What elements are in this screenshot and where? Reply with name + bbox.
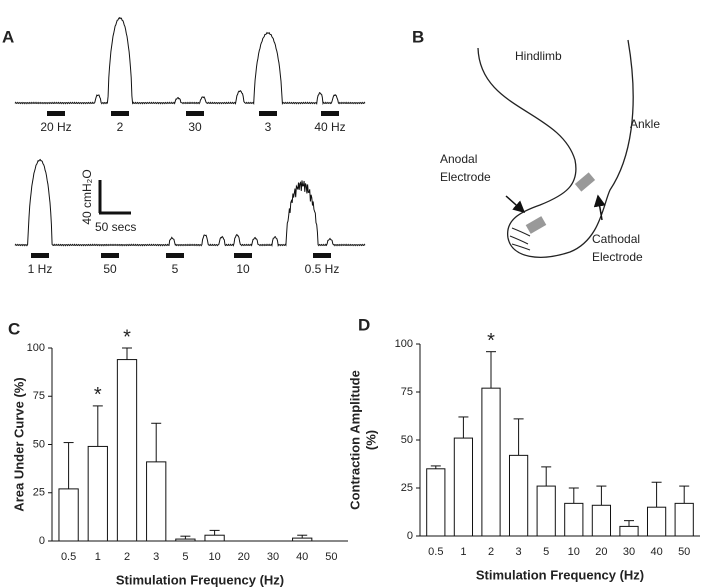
stimulus-bar: [166, 253, 184, 258]
bar: [481, 387, 501, 537]
toes: [509, 227, 531, 251]
scale-label: 50 secs: [95, 220, 136, 234]
stimulus-bar: [47, 111, 65, 116]
bar: [591, 504, 612, 537]
stimulus-label: 10: [236, 262, 250, 276]
x-tick-label: 20: [595, 546, 607, 558]
significance: *: [123, 326, 131, 348]
bar: [204, 534, 225, 542]
x-tick-label: 0.5: [428, 546, 443, 558]
y-tick-label: 75: [33, 390, 45, 402]
stimulus-label: 40 Hz: [314, 120, 345, 134]
significance: *: [487, 330, 495, 352]
bar: [175, 538, 196, 542]
y-axis-label: Contraction Amplitude: [347, 370, 362, 510]
x-tick-label: 1: [460, 546, 466, 558]
x-tick-label: 50: [678, 546, 690, 558]
stimulus-label: 1 Hz: [28, 262, 53, 276]
bar: [426, 468, 446, 537]
x-tick-label: 50: [325, 551, 337, 563]
x-tick-label: 30: [267, 551, 279, 563]
stimulus-bar: [321, 111, 339, 116]
y-tick-label: 75: [401, 386, 413, 398]
x-tick-label: 1: [95, 551, 101, 563]
x-tick-label: 5: [182, 551, 188, 563]
panel-label: A: [2, 27, 14, 46]
arrow: [505, 195, 526, 213]
trace: [14, 16, 366, 105]
bar: [146, 461, 167, 542]
stimulus-label: 30: [188, 120, 202, 134]
y-tick-label: 100: [395, 338, 413, 350]
y-tick-label: 25: [401, 482, 413, 494]
bar: [453, 437, 474, 537]
label: Electrode: [592, 250, 643, 264]
label: Anodal: [440, 152, 477, 166]
stimulus-label: 5: [172, 262, 179, 276]
traces: [14, 16, 366, 247]
panel-label: B: [412, 27, 424, 46]
x-tick-label: 3: [153, 551, 159, 563]
label: Ankle: [630, 117, 660, 131]
x-tick-label: 3: [516, 546, 522, 558]
stimulus-bar: [186, 111, 204, 116]
arrow: [593, 194, 606, 221]
bar: [674, 502, 694, 537]
panel-label: C: [8, 319, 20, 338]
label: Cathodal: [592, 232, 640, 246]
y-axis-label: Area Under Curve (%): [11, 377, 26, 511]
electrode: [525, 216, 547, 234]
stimulus-label: 0.5 Hz: [305, 262, 340, 276]
bar: [87, 445, 108, 542]
electrode: [574, 172, 596, 192]
foot-outline: [477, 39, 634, 258]
y-tick-label: 100: [27, 342, 45, 354]
label: Electrode: [440, 170, 491, 184]
stimulus-bar: [259, 111, 277, 116]
x-axis-label: Stimulation Frequency (Hz): [476, 567, 644, 582]
stimulus-bar: [31, 253, 49, 258]
panel-label: D: [358, 315, 370, 334]
x-tick-label: 20: [238, 551, 250, 563]
bar: [58, 488, 79, 542]
x-tick-label: 40: [296, 551, 308, 563]
bar: [292, 537, 313, 542]
bar: [564, 502, 584, 537]
bar: [646, 506, 667, 537]
x-tick-label: 10: [568, 546, 580, 558]
y-tick-label: 0: [407, 530, 413, 542]
bar: [116, 359, 138, 542]
x-tick-label: 0.5: [61, 551, 76, 563]
stimulus-label: 50: [103, 262, 117, 276]
stimulus-label: 20 Hz: [40, 120, 71, 134]
x-tick-label: 2: [488, 546, 494, 558]
stimulus-bar: [101, 253, 119, 258]
y-tick-label: 25: [33, 487, 45, 499]
y-axis-label: (%): [363, 430, 378, 450]
x-tick-label: 30: [623, 546, 635, 558]
label: Hindlimb: [515, 49, 562, 63]
y-tick-label: 0: [39, 535, 45, 547]
x-axis-label: Stimulation Frequency (Hz): [116, 572, 284, 587]
x-tick-label: 5: [543, 546, 549, 558]
x-tick-label: 2: [124, 551, 130, 563]
stimulus-label: 2: [117, 120, 124, 134]
significance: *: [94, 384, 102, 406]
bar: [536, 485, 556, 537]
y-tick-label: 50: [33, 438, 45, 450]
x-tick-label: 40: [650, 546, 662, 558]
bar: [619, 525, 639, 537]
stimulus-bar: [111, 111, 129, 116]
scale-label: 40 cmH₂O: [80, 169, 94, 224]
stimulus-bar: [234, 253, 252, 258]
bar: [508, 454, 529, 537]
x-tick-label: 10: [208, 551, 220, 563]
y-tick-label: 50: [401, 434, 413, 446]
trace: [14, 158, 366, 247]
stimulus-bar: [313, 253, 331, 258]
stimulus-label: 3: [265, 120, 272, 134]
